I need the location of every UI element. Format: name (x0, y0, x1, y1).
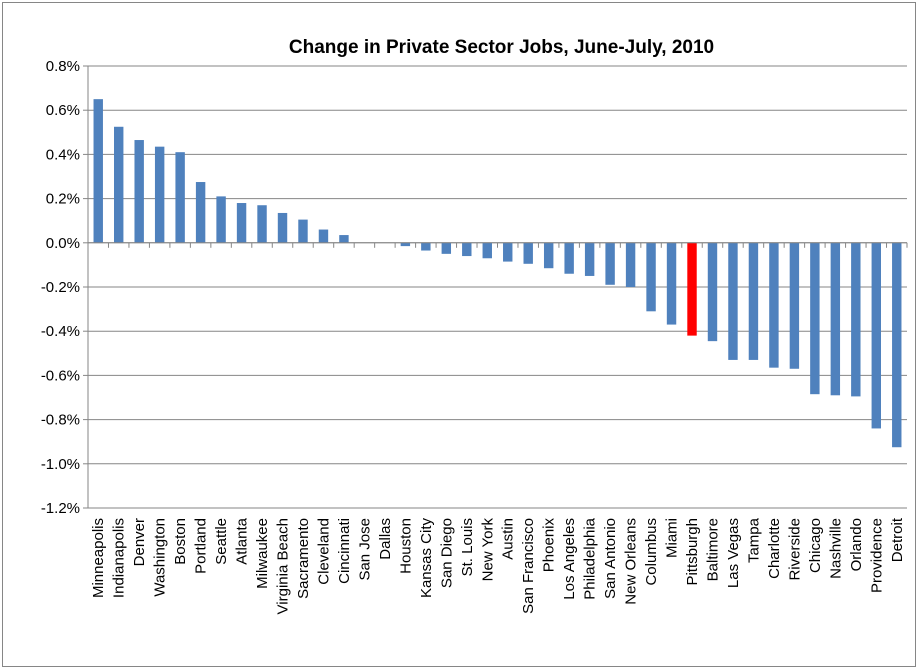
bar (728, 242, 738, 360)
x-tick-label: Los Angeles (561, 518, 578, 600)
x-tick-label: San Diego (438, 518, 455, 588)
bar (646, 242, 656, 312)
bar (687, 242, 697, 336)
x-tick-label: Detroit (889, 517, 906, 562)
y-axis: 0.8% 0.6% 0.4% 0.2% 0.0% -0.2% -0.4% -0.6% -0.8%… (41, 58, 89, 517)
y-tick-label: 0.0% (46, 235, 80, 252)
bar (810, 242, 820, 395)
x-tick-label: Charlotte (766, 518, 783, 579)
x-tick-label: San Jose (356, 518, 373, 581)
x-axis: Minneapolis Indianapolis Denver Washington B… (87, 242, 908, 614)
bar (789, 242, 800, 369)
x-tick-label: Minneapolis (90, 518, 107, 598)
bar (216, 196, 226, 243)
x-tick-label: Cincinnati (336, 518, 353, 584)
bar (236, 203, 247, 243)
x-tick-label: Baltimore (704, 518, 721, 581)
bar (441, 242, 452, 254)
bar (114, 126, 124, 243)
y-tick-label: 0.6% (46, 102, 80, 119)
x-tick-label: Las Vegas (725, 518, 742, 588)
x-tick-label: Indianapolis (111, 518, 128, 598)
x-tick-label: Sacramento (295, 518, 312, 599)
bar (830, 242, 841, 396)
bar (154, 146, 165, 243)
y-tick-label: -1.0% (41, 456, 80, 473)
bar (134, 140, 144, 243)
x-tick-label: New Orleans (623, 518, 640, 605)
bar (277, 212, 288, 243)
y-tick-label: -0.8% (41, 412, 80, 429)
x-tick-label: Riverside (786, 518, 803, 581)
x-tick-label: Providence (868, 518, 885, 593)
y-tick-label: 0.4% (46, 146, 80, 163)
chart-title: Change in Private Sector Jobs, June-July… (289, 37, 714, 58)
x-tick-label: Portland (193, 518, 210, 574)
x-tick-label: Denver (131, 518, 148, 566)
bar (564, 242, 574, 274)
bar (707, 242, 718, 342)
x-tick-label: Phoenix (541, 518, 558, 573)
x-tick-label: Virginia Beach (275, 518, 292, 614)
bar (175, 152, 185, 243)
x-tick-label: St. Louis (459, 518, 476, 576)
bar (666, 242, 677, 325)
x-tick-label: Houston (397, 518, 414, 574)
y-tick-label: -0.6% (41, 367, 80, 384)
gridlines (88, 65, 907, 509)
y-tick-label: -1.2% (41, 500, 80, 517)
bar (584, 242, 595, 276)
bar (625, 242, 636, 287)
x-tick-label: Kansas City (418, 518, 435, 599)
bar (462, 242, 472, 257)
x-tick-label: Tampa (745, 517, 762, 563)
x-tick-label: Seattle (213, 518, 230, 565)
bar (421, 242, 431, 251)
bar (93, 99, 103, 243)
x-tick-label: Miami (664, 518, 681, 558)
x-tick-label: Washington (152, 518, 169, 597)
x-tick-label: San Francisco (520, 518, 537, 614)
x-tick-label: Cleveland (315, 518, 332, 585)
bar (339, 235, 349, 243)
x-tick-label: Atlanta (234, 517, 251, 564)
bar (298, 219, 308, 243)
x-tick-label: Boston (172, 518, 189, 565)
y-tick-label: 0.8% (46, 58, 80, 75)
x-tick-label: Dallas (377, 518, 394, 560)
x-tick-label: Columbus (643, 518, 660, 586)
bar (503, 242, 513, 262)
x-tick-label: Pittsburgh (684, 518, 701, 586)
bar (769, 242, 779, 368)
x-tick-label: San Antonio (602, 518, 619, 599)
x-tick-label: Chicago (807, 518, 824, 573)
bar (482, 242, 492, 259)
bar (871, 242, 881, 429)
x-tick-label: Philadelphia (582, 517, 599, 599)
bar (748, 242, 759, 360)
y-tick-label: -0.2% (41, 279, 80, 296)
bar (892, 242, 902, 448)
y-tick-label: 0.2% (46, 191, 80, 208)
x-tick-label: New York (479, 518, 496, 582)
bar (400, 242, 411, 247)
bar (543, 242, 554, 269)
bar (257, 205, 267, 243)
x-tick-label: Milwaukee (254, 518, 271, 589)
x-tick-label: Orlando (848, 518, 865, 571)
bar (523, 242, 533, 264)
bar (318, 229, 329, 243)
bar (851, 242, 861, 397)
x-tick-label: Nashville (827, 518, 844, 579)
bars (93, 99, 902, 448)
bar (605, 242, 615, 285)
y-tick-label: -0.4% (41, 323, 80, 340)
bar (195, 182, 206, 243)
x-tick-label: Austin (500, 518, 517, 560)
